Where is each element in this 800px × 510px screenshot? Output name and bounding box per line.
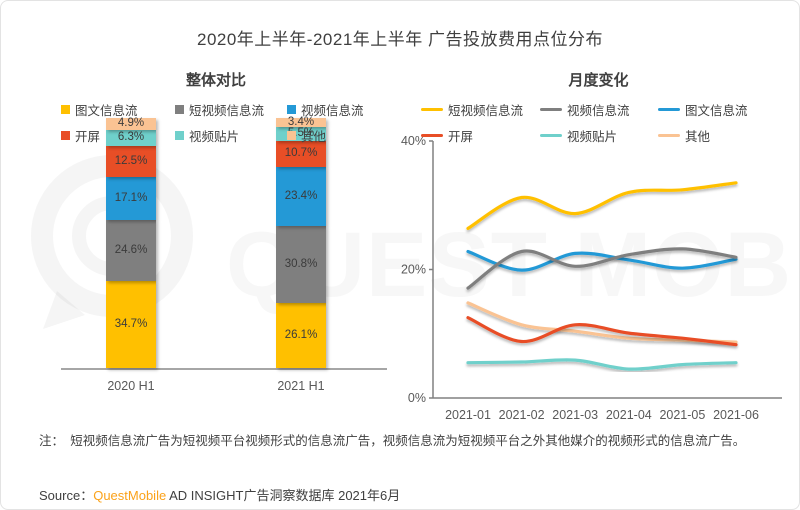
x-tick-label: 2021-01	[445, 408, 491, 422]
legend-swatch	[175, 131, 184, 140]
legend-item-图文信息流: 图文信息流	[658, 100, 748, 119]
line-chart: 0% 20% 40% 2021-01 2021-02 2021-03 2021-04 2021…	[401, 134, 782, 422]
line-series-其他	[466, 301, 738, 344]
bar-segment-label: 6.3%	[117, 131, 145, 144]
legend-item-其他: 其他	[287, 126, 364, 145]
source-label: Source：	[39, 488, 94, 503]
legend-label: 开屏	[448, 130, 474, 144]
x-tick-label: 2021-06	[713, 408, 759, 422]
y-tick-label: 0%	[408, 391, 426, 405]
line-series-短视频信息流	[466, 181, 738, 230]
legend-item-短视频信息流: 短视频信息流	[421, 100, 540, 119]
legend-item-视频信息流: 视频信息流	[287, 100, 364, 119]
legend-swatch	[540, 107, 562, 112]
bar-segment-label: 3.4%	[287, 115, 315, 128]
bar-chart-legend: 图文信息流 短视频信息流 视频信息流开屏 视频贴片 其他	[61, 100, 364, 145]
legend-item-其他: 其他	[658, 126, 748, 145]
stacked-bar-chart: 4.9% 6.3% 12.5% 17.1% 24.6% 34.7% 2020 H1 3.4% 5…	[61, 116, 387, 393]
legend-item-开屏: 开屏	[421, 126, 540, 145]
legend-label: 视频信息流	[567, 104, 630, 118]
legend-item-开屏: 开屏	[61, 126, 175, 145]
y-tick-label: 40%	[401, 134, 426, 148]
bar-segment-label: 23.4%	[284, 189, 318, 202]
source-line: Source：QuestMobile AD INSIGHT广告洞察数据库 202…	[39, 485, 400, 504]
legend-label: 其他	[685, 130, 711, 144]
bar-category-label: 2020 H1	[107, 379, 155, 393]
bar-segment-视频贴片: 6.3%	[106, 130, 156, 146]
bar-segment-label: 30.8%	[284, 257, 318, 270]
bar-chart-title: 整体对比	[185, 72, 246, 89]
legend-label: 图文信息流	[685, 104, 748, 118]
bar-x-axis	[61, 368, 387, 370]
legend-label: 其他	[301, 130, 327, 144]
bar-segment-label: 26.1%	[284, 328, 318, 341]
bar-segment-短视频信息流: 24.6%	[106, 219, 156, 282]
legend-item-视频贴片: 视频贴片	[540, 126, 658, 145]
legend-label: 短视频信息流	[448, 104, 524, 118]
x-tick-label: 2021-03	[552, 408, 598, 422]
legend-label: 开屏	[75, 130, 101, 144]
footnote-text: 短视频信息流广告为短视频平台视频形式的信息流广告，视频信息流为短视频平台之外其他…	[70, 434, 746, 448]
bar-2021 H1: 3.4% 5.5% 10.7% 23.4% 30.8% 26.1%	[276, 115, 326, 368]
legend-swatch	[540, 133, 562, 138]
bar-segment-开屏: 12.5%	[106, 145, 156, 177]
bar-segment-图文信息流: 26.1%	[276, 302, 326, 368]
footnote-prefix: 注：	[39, 434, 58, 448]
bar-category-label: 2021 H1	[277, 379, 325, 393]
bar-segment-label: 4.9%	[117, 117, 145, 130]
legend-item-视频信息流: 视频信息流	[540, 100, 658, 119]
bar-segment-label: 5.5%	[287, 126, 315, 139]
bar-segment-图文信息流: 34.7%	[106, 281, 156, 368]
bar-segment-短视频信息流: 30.8%	[276, 225, 326, 303]
bar-segment-视频信息流: 23.4%	[276, 167, 326, 226]
y-tick-label: 20%	[401, 263, 426, 277]
legend-swatch	[61, 105, 70, 114]
page-title: 2020年上半年-2021年上半年 广告投放费用点位分布	[196, 30, 604, 49]
bar-segment-其他: 3.4%	[276, 115, 326, 128]
legend-swatch	[658, 133, 680, 138]
legend-swatch	[287, 131, 296, 140]
legend-label: 图文信息流	[75, 104, 138, 118]
legend-swatch	[61, 131, 70, 140]
legend-item-短视频信息流: 短视频信息流	[175, 100, 287, 119]
x-tick-label: 2021-02	[499, 408, 545, 422]
x-tick-label: 2021-05	[659, 408, 705, 422]
legend-swatch	[175, 105, 184, 114]
bar-segment-label: 10.7%	[284, 147, 318, 160]
legend-swatch	[421, 133, 443, 138]
line-chart-title: 月度变化	[568, 72, 629, 89]
source-brand: QuestMobile	[93, 488, 167, 503]
x-tick-label: 2021-04	[606, 408, 652, 422]
legend-label: 短视频信息流	[189, 104, 265, 118]
legend-swatch	[421, 107, 443, 112]
legend-label: 视频贴片	[189, 130, 240, 144]
line-series-图文信息流	[466, 249, 738, 272]
line-series-视频信息流	[466, 247, 738, 290]
line-series-视频贴片	[466, 358, 738, 371]
bar-segment-开屏: 10.7%	[276, 140, 326, 168]
line-series-开屏	[466, 316, 738, 347]
legend-item-图文信息流: 图文信息流	[61, 100, 175, 119]
legend-swatch	[287, 105, 296, 114]
source-rest: AD INSIGHT广告洞察数据库 2021年6月	[166, 488, 401, 503]
bar-segment-其他: 4.9%	[106, 118, 156, 130]
bar-segment-label: 24.6%	[114, 243, 148, 256]
line-chart-legend: 短视频信息流 视频信息流 图文信息流开屏 视频贴片 其他	[421, 100, 748, 145]
bar-segment-label: 12.5%	[114, 154, 148, 167]
bar-segment-视频信息流: 17.1%	[106, 177, 156, 220]
legend-item-视频贴片: 视频贴片	[175, 126, 287, 145]
bar-segment-label: 34.7%	[114, 317, 148, 330]
bar-segment-label: 17.1%	[114, 191, 148, 204]
footnote: 注： 短视频信息流广告为短视频平台视频形式的信息流广告，视频信息流为短视频平台之…	[39, 432, 787, 451]
legend-label: 视频贴片	[567, 130, 618, 144]
legend-swatch	[658, 107, 680, 112]
legend-label: 视频信息流	[301, 104, 364, 118]
bar-2020 H1: 4.9% 6.3% 12.5% 17.1% 24.6% 34.7%	[106, 118, 156, 368]
